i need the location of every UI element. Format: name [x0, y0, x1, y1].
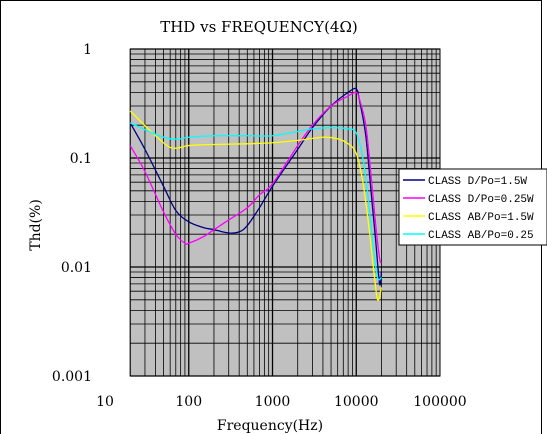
y-tick-label: 0.001: [52, 369, 92, 385]
series-lines: [129, 87, 383, 301]
series-line-3: [129, 110, 383, 301]
plot-area: [129, 48, 441, 377]
x-tick-label: 100: [175, 394, 202, 410]
series-line-2: [129, 91, 383, 264]
chart-title: THD vs FREQUENCY(4Ω): [160, 18, 358, 36]
series-line-1: [129, 87, 383, 286]
y-tick-label: 0.1: [70, 151, 92, 167]
x-tick-label: 100000: [413, 394, 466, 410]
legend-label: CLASS AB/Po=1.5W: [428, 212, 534, 224]
x-tick-label: 1000: [255, 394, 291, 410]
legend: CLASS D/Po=1.5W CLASS D/Po=0.25W CLASS AB/…: [398, 168, 547, 246]
legend-label: CLASS D/Po=0.25W: [428, 194, 534, 206]
y-tick-label: 0.01: [61, 260, 92, 276]
legend-label: CLASS D/Po=1.5W: [428, 176, 527, 188]
series-line-4: [129, 122, 382, 281]
legend-label: CLASS AB/Po=0.25: [428, 230, 534, 242]
x-tick-label: 10000: [334, 394, 379, 410]
y-axis-label: Thd(%): [28, 199, 44, 251]
legend-box: [398, 168, 547, 246]
x-tick-label: 10: [96, 394, 114, 410]
y-tick-labels: 1 0.1 0.01 0.001: [52, 42, 92, 385]
y-tick-label: 1: [83, 42, 92, 58]
x-tick-labels: 10 100 1000 10000 100000: [96, 394, 467, 410]
x-axis-label: Frequency(Hz): [217, 418, 323, 434]
